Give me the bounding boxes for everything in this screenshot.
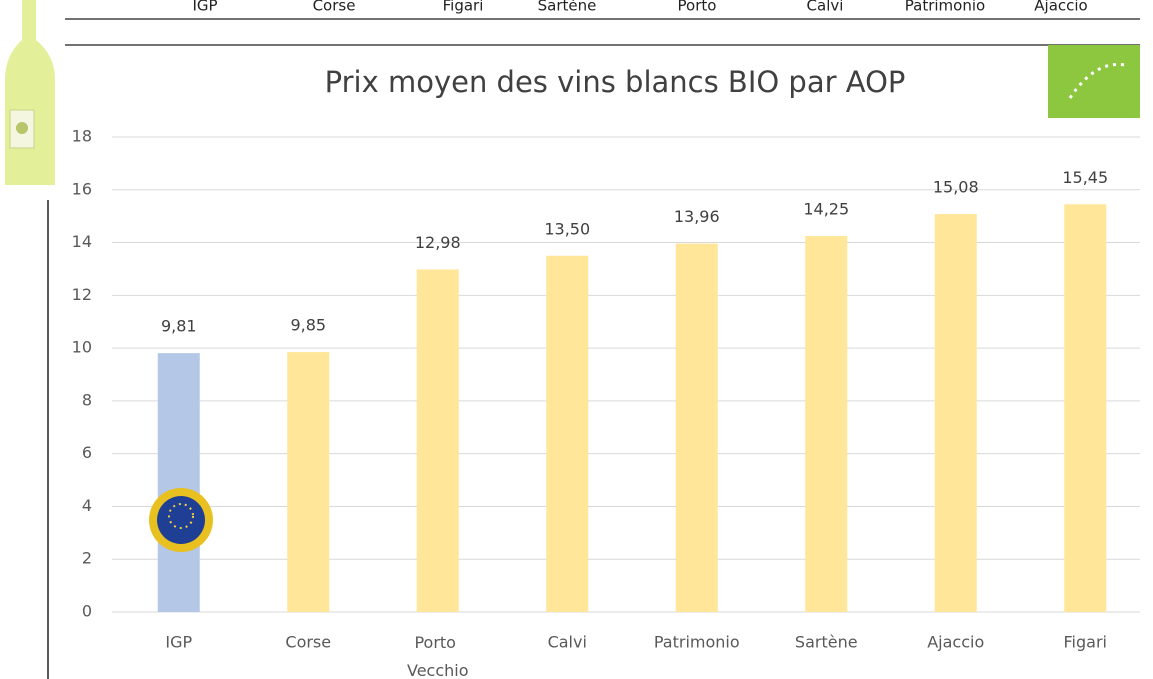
data-label: 9,81 [161, 317, 197, 336]
y-tick-label: 8 [82, 390, 92, 409]
x-tick-label: Sartène [795, 633, 858, 652]
data-label: 15,45 [1062, 168, 1108, 187]
data-label: 15,08 [933, 178, 979, 197]
x-tick-label: Porto Vecchio [407, 633, 469, 679]
y-tick-label: 4 [82, 496, 92, 515]
seal-inner [157, 496, 205, 544]
previous-x-label: Porto [678, 0, 717, 15]
data-label: 14,25 [803, 199, 849, 218]
bar [287, 352, 330, 612]
bar [546, 255, 589, 612]
igp-seal [149, 488, 213, 552]
x-tick-label: Ajaccio [927, 633, 984, 652]
previous-x-label: Figari [443, 0, 484, 15]
data-label: 13,50 [544, 219, 590, 238]
bar [416, 269, 459, 612]
bottle-icon [5, 0, 55, 185]
eu-organic-logo [1048, 45, 1140, 118]
bar [934, 214, 977, 613]
y-tick-label: 6 [82, 443, 92, 462]
y-tick-label: 12 [72, 285, 92, 304]
data-label: 13,96 [674, 207, 720, 226]
previous-x-label: IGP [192, 0, 217, 15]
x-tick-label: Figari [1064, 633, 1107, 652]
previous-x-label: Ajaccio [1034, 0, 1087, 15]
y-tick-label: 2 [82, 549, 92, 568]
bar [157, 353, 200, 612]
x-tick-label: Corse [285, 633, 331, 652]
previous-x-label: Calvi [807, 0, 844, 15]
previous-x-label: Sartène [538, 0, 597, 15]
y-tick-label: 16 [72, 179, 92, 198]
seal-stars [168, 503, 194, 529]
x-tick-label: Patrimonio [654, 633, 740, 652]
bar [805, 235, 848, 613]
y-tick-label: 14 [72, 232, 92, 251]
y-tick-label: 0 [82, 602, 92, 621]
x-tick-label: Calvi [548, 633, 587, 652]
data-label: 12,98 [415, 233, 461, 252]
chart-title: Prix moyen des vins blancs BIO par AOP [325, 65, 906, 99]
previous-x-label: Patrimonio [905, 0, 985, 15]
bar [1064, 204, 1107, 612]
previous-x-label: Corse [313, 0, 356, 15]
x-tick-label: IGP [165, 633, 192, 652]
y-tick-label: 10 [72, 338, 92, 357]
y-tick-label: 18 [72, 127, 92, 146]
data-label: 9,85 [290, 316, 326, 335]
bar [675, 243, 718, 612]
